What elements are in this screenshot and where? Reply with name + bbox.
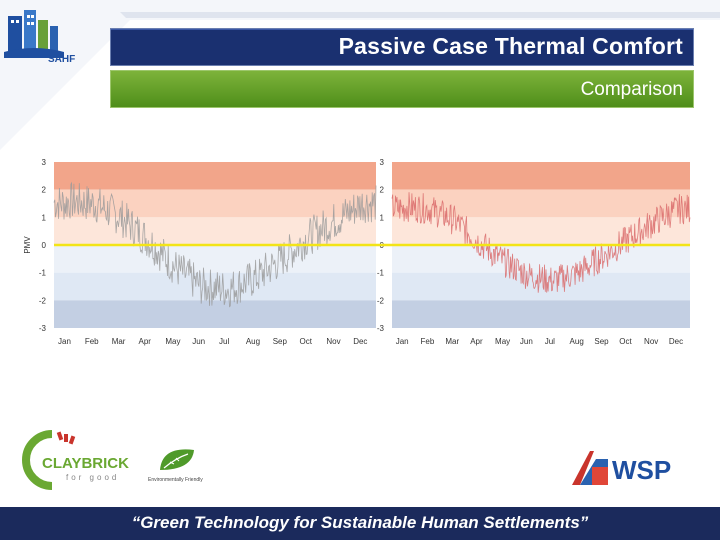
chart1-xtick-may: May — [165, 337, 180, 346]
chart2-xtick-nov: Nov — [644, 337, 658, 346]
chart2-band-5 — [392, 300, 690, 328]
chart1-xtick-jul: Jul — [219, 337, 229, 346]
chart2-ytick: 3 — [380, 158, 385, 167]
chart1-band-2 — [54, 217, 376, 245]
chart1-xtick-jun: Jun — [192, 337, 205, 346]
chart1-ytick: -2 — [39, 296, 47, 305]
chart1-band-3 — [54, 245, 376, 273]
chart2-band-3 — [392, 245, 690, 273]
chart2-ytick: -3 — [377, 324, 385, 333]
chart2-ytick: 2 — [380, 186, 385, 195]
chart1-xtick-sep: Sep — [273, 337, 288, 346]
chart1-xtick-nov: Nov — [326, 337, 340, 346]
chart1-ytick: 1 — [42, 213, 47, 222]
page-title: Passive Case Thermal Comfort — [338, 33, 683, 59]
chart1-band-1 — [54, 189, 376, 218]
chart2-band-0 — [392, 162, 690, 190]
chart1-ytick: 2 — [42, 186, 47, 195]
sahf-logo-text: SAHF — [48, 54, 75, 65]
chart1-xtick-oct: Oct — [300, 337, 313, 346]
chart1-band-0 — [54, 162, 376, 190]
claybrick-logo: CLAYBRICK for good — [22, 430, 129, 490]
chart2-xtick-feb: Feb — [421, 337, 435, 346]
chart1-xtick-dec: Dec — [353, 337, 367, 346]
subtitle-bar: Comparison — [110, 70, 694, 108]
chart2-xtick-oct: Oct — [619, 337, 632, 346]
chart2-xtick-mar: Mar — [445, 337, 459, 346]
chart1-xtick-mar: Mar — [112, 337, 126, 346]
page-subtitle: Comparison — [580, 79, 683, 100]
chart2-xtick-jan: Jan — [396, 337, 409, 346]
chart2-xtick-may: May — [495, 337, 510, 346]
chart1-xtick-apr: Apr — [139, 337, 152, 346]
chart1-band-5 — [54, 300, 376, 328]
chart2-xtick-aug: Aug — [570, 337, 584, 346]
chart2-ytick: -1 — [377, 269, 385, 278]
env-logo-text: Environmentally Friendly — [148, 477, 203, 483]
footer-bar: “Green Technology for Sustainable Human … — [0, 507, 720, 540]
chart1-ylabel: PMV — [23, 236, 32, 254]
footer-slogan: “Green Technology for Sustainable Human … — [131, 513, 589, 532]
claybrick-tagline: for good — [66, 473, 119, 482]
wsp-logo: WSP — [572, 451, 671, 485]
chart1-series-line — [53, 181, 377, 308]
environmentally-friendly-logo: Environmentally Friendly — [148, 449, 203, 483]
chart1-ytick: 3 — [42, 158, 47, 167]
pmv-charts: 3 2 1 0 -1 -2 -3 PMV Jan Feb Mar Apr May Jun Jul Aug Sep… — [23, 158, 691, 346]
chart2-xtick-dec: Dec — [669, 337, 683, 346]
chart2-xtick-sep: Sep — [594, 337, 609, 346]
chart1-ytick: 0 — [42, 241, 47, 250]
claybrick-logo-text: CLAYBRICK — [42, 455, 129, 472]
chart2-xtick-jul: Jul — [545, 337, 555, 346]
chart2-ytick: 1 — [380, 213, 385, 222]
title-bar: Passive Case Thermal Comfort — [110, 28, 694, 66]
chart2-xtick-jun: Jun — [520, 337, 533, 346]
chart2-ytick: -2 — [377, 296, 385, 305]
sahf-logo: SAHF — [4, 10, 75, 65]
chart2-xtick-apr: Apr — [470, 337, 483, 346]
chart1-ytick: -1 — [39, 269, 47, 278]
chart1-xtick-aug: Aug — [246, 337, 260, 346]
chart1-xtick-feb: Feb — [85, 337, 99, 346]
wsp-logo-text: WSP — [612, 455, 671, 485]
chart1-xtick-jan: Jan — [58, 337, 71, 346]
chart1-ytick: -3 — [39, 324, 47, 333]
